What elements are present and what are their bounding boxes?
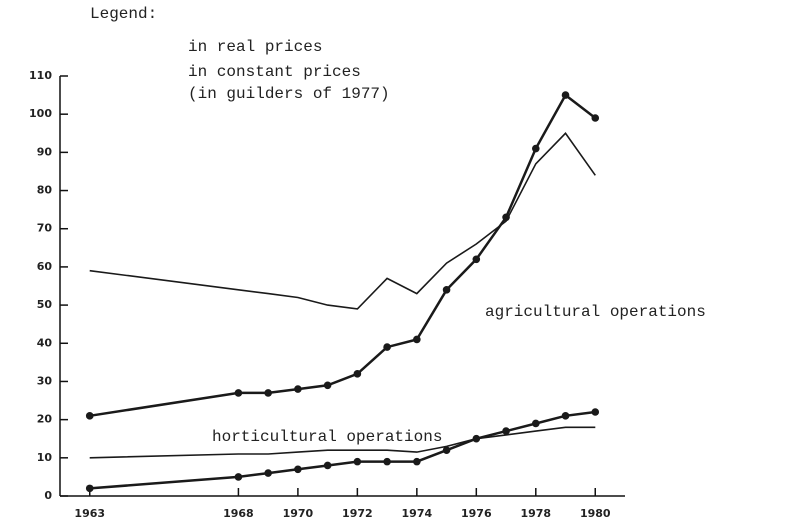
x-tick-label: 1976 (461, 507, 492, 520)
series-line (89, 426, 596, 459)
y-tick-label: 50 (37, 298, 53, 311)
y-tick-label: 90 (37, 145, 53, 158)
point (413, 457, 421, 466)
x-tick-label: 1974 (402, 507, 433, 520)
point (294, 465, 302, 474)
y-tick-label: 60 (37, 260, 53, 273)
point (353, 457, 362, 466)
y-tick-label: 30 (37, 374, 53, 387)
x-tick-label: 1980 (580, 507, 611, 520)
legend-entry: in real prices (188, 38, 322, 56)
point (383, 457, 391, 466)
point (234, 473, 243, 481)
point (294, 385, 302, 393)
y-tick-label: 110 (29, 69, 52, 82)
point (383, 343, 391, 351)
legend-title: Legend: (90, 5, 157, 23)
annotation: horticultural operations (212, 428, 442, 446)
point (442, 446, 451, 454)
point (234, 389, 243, 397)
x-tick-label: 1963 (74, 507, 105, 520)
point (442, 286, 451, 294)
x-tick-label: 1968 (223, 507, 254, 520)
y-tick-label: 70 (37, 222, 53, 235)
point (591, 114, 600, 122)
y-tick-label: 0 (44, 489, 52, 502)
point (502, 427, 510, 435)
point (85, 484, 94, 493)
y-tick-label: 80 (37, 184, 53, 197)
x-tick-label: 1970 (283, 507, 314, 520)
x-tick-label: 1972 (342, 507, 373, 520)
point (561, 412, 570, 420)
series-line (89, 132, 596, 310)
point (264, 469, 272, 477)
point (264, 389, 272, 397)
series-line (89, 410, 596, 490)
y-tick-label: 20 (37, 413, 53, 426)
point (413, 335, 421, 344)
annotation: agricultural operations (485, 303, 706, 321)
x-tick-label: 1978 (520, 507, 551, 520)
y-tick-label: 10 (37, 451, 53, 464)
legend-entry: (in guilders of 1977) (188, 85, 390, 103)
y-tick-label: 100 (29, 107, 52, 120)
point (323, 461, 332, 470)
point (472, 255, 481, 264)
point (353, 370, 362, 378)
point (591, 408, 600, 416)
y-tick-label: 40 (37, 336, 53, 349)
series-line (89, 93, 597, 418)
point (531, 419, 540, 428)
point (561, 91, 570, 99)
legend-entry: in constant prices (188, 63, 361, 81)
point (323, 381, 332, 390)
point (85, 412, 94, 420)
point (531, 144, 540, 153)
